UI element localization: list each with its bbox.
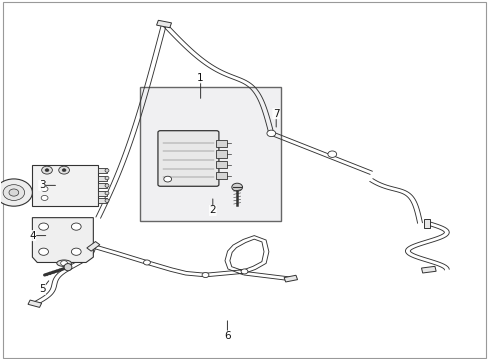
Ellipse shape [105, 184, 109, 187]
Bar [98, 176, 107, 180]
Polygon shape [32, 218, 93, 262]
Circle shape [41, 186, 48, 192]
Circle shape [3, 185, 24, 201]
Text: 1: 1 [197, 73, 203, 83]
Ellipse shape [105, 176, 109, 180]
Circle shape [41, 195, 48, 201]
Circle shape [45, 169, 49, 172]
Bar [140, 87, 281, 221]
Circle shape [59, 166, 69, 174]
Circle shape [143, 260, 150, 265]
Circle shape [327, 151, 336, 157]
Polygon shape [156, 20, 171, 28]
Circle shape [39, 248, 48, 255]
Circle shape [266, 130, 275, 136]
Bar [98, 190, 107, 195]
Ellipse shape [231, 183, 242, 191]
Bar [216, 150, 227, 158]
Bar [216, 172, 227, 179]
Text: 6: 6 [224, 331, 230, 341]
Ellipse shape [57, 260, 71, 266]
Text: 4: 4 [29, 231, 36, 240]
Text: 7: 7 [272, 109, 279, 119]
Bar [98, 168, 107, 173]
Bar [98, 198, 107, 203]
Circle shape [202, 273, 208, 278]
FancyBboxPatch shape [158, 131, 219, 186]
Circle shape [71, 248, 81, 255]
Circle shape [39, 223, 48, 230]
Circle shape [241, 269, 247, 274]
Text: 5: 5 [39, 284, 45, 294]
Ellipse shape [105, 191, 109, 195]
Circle shape [0, 179, 32, 206]
Circle shape [9, 189, 19, 196]
Polygon shape [424, 219, 429, 228]
Ellipse shape [105, 199, 109, 202]
Circle shape [71, 223, 81, 230]
Text: 2: 2 [209, 206, 216, 216]
Bar [32, 165, 98, 206]
Bar [216, 161, 227, 168]
Ellipse shape [64, 264, 72, 271]
Circle shape [41, 166, 52, 174]
Bar [98, 183, 107, 188]
Text: 3: 3 [39, 180, 45, 190]
Bar [216, 140, 227, 147]
Ellipse shape [105, 169, 109, 172]
Circle shape [62, 169, 66, 172]
Polygon shape [87, 242, 100, 251]
Polygon shape [421, 266, 435, 273]
Polygon shape [28, 300, 41, 307]
Circle shape [163, 176, 171, 182]
Polygon shape [284, 275, 297, 282]
Circle shape [61, 261, 67, 266]
